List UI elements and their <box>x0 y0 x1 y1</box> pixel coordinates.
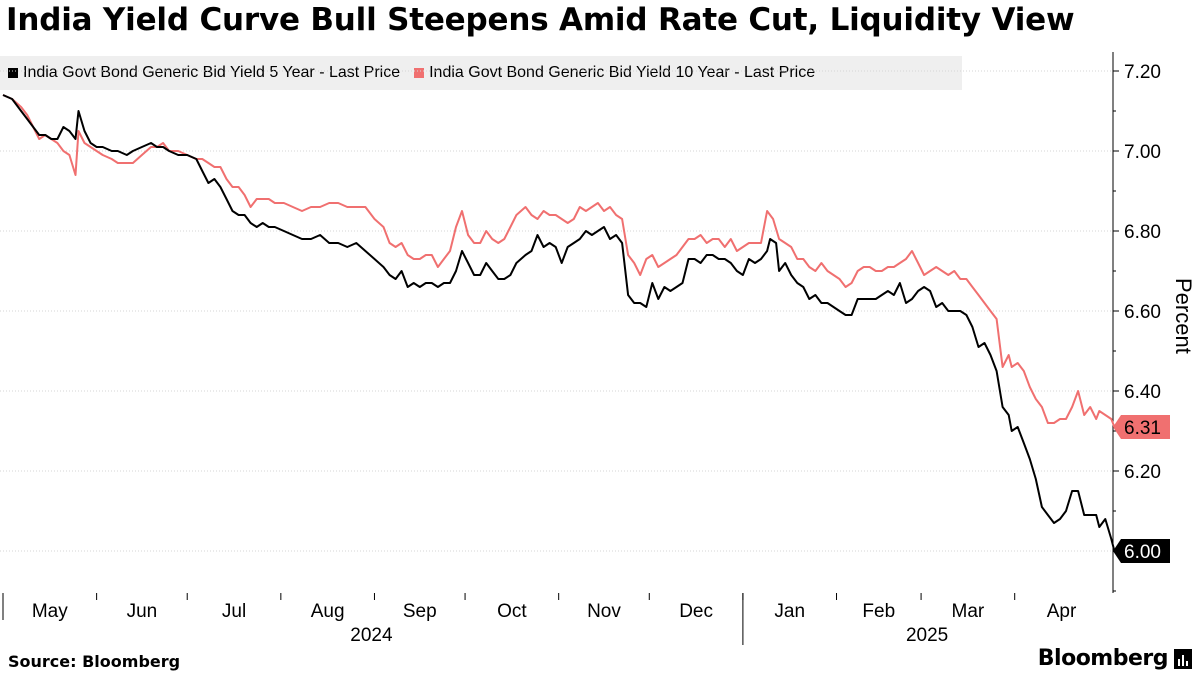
y-axis-title: Percent <box>1171 278 1196 354</box>
last-value-label-10y: 6.31 <box>1124 418 1161 439</box>
chart-legend: India Govt Bond Generic Bid Yield 5 Year… <box>0 56 962 90</box>
x-tick-label-mar: Mar <box>952 601 985 622</box>
y-tick-label-1: 7.00 <box>1124 142 1161 163</box>
legend-swatch-10y <box>414 68 425 78</box>
x-tick-label-aug: Aug <box>311 601 345 622</box>
legend-item-5y[interactable]: India Govt Bond Generic Bid Yield 5 Year… <box>8 64 400 82</box>
last-value-badge-10y <box>1113 415 1170 439</box>
y-tick-label-3: 6.60 <box>1124 302 1161 323</box>
series-line-10y[interactable] <box>2 94 1116 428</box>
x-tick-label-jun: Jun <box>127 601 158 622</box>
x-tick-label-sep: Sep <box>403 601 437 622</box>
x-tick-label-dec: Dec <box>679 601 713 622</box>
legend-label-5y: India Govt Bond Generic Bid Yield 5 Year… <box>23 64 401 81</box>
y-tick-label-0: 7.20 <box>1124 62 1161 83</box>
y-tick-label-5: 6.20 <box>1124 462 1161 483</box>
x-year-label-2024: 2024 <box>350 625 393 646</box>
legend-item-10y[interactable]: India Govt Bond Generic Bid Yield 10 Yea… <box>414 64 815 82</box>
x-year-label-2025: 2025 <box>906 625 948 646</box>
x-tick-label-feb: Feb <box>862 601 895 622</box>
x-tick-label-jul: Jul <box>222 601 246 622</box>
y-tick-label-2: 6.80 <box>1124 222 1161 243</box>
y-tick-label-4: 6.40 <box>1124 382 1161 403</box>
x-tick-label-nov: Nov <box>587 601 621 622</box>
x-tick-label-may: May <box>32 601 68 622</box>
x-tick-label-oct: Oct <box>497 601 527 622</box>
brand-wordmark: Bloomberg <box>1037 646 1169 671</box>
chart-title: India Yield Curve Bull Steepens Amid Rat… <box>6 2 1075 38</box>
terminal-icon <box>1174 648 1192 669</box>
last-value-badge-5y <box>1113 539 1170 563</box>
x-tick-label-jan: Jan <box>774 601 805 622</box>
last-value-label-5y: 6.00 <box>1124 542 1161 563</box>
brand-logo: Bloomberg <box>1038 646 1192 671</box>
legend-label-10y: India Govt Bond Generic Bid Yield 10 Yea… <box>429 64 816 81</box>
x-tick-label-apr: Apr <box>1047 601 1077 622</box>
source-note: Source: Bloomberg <box>8 652 181 671</box>
legend-swatch-5y <box>8 68 18 78</box>
series-line-5y[interactable] <box>2 94 1116 552</box>
